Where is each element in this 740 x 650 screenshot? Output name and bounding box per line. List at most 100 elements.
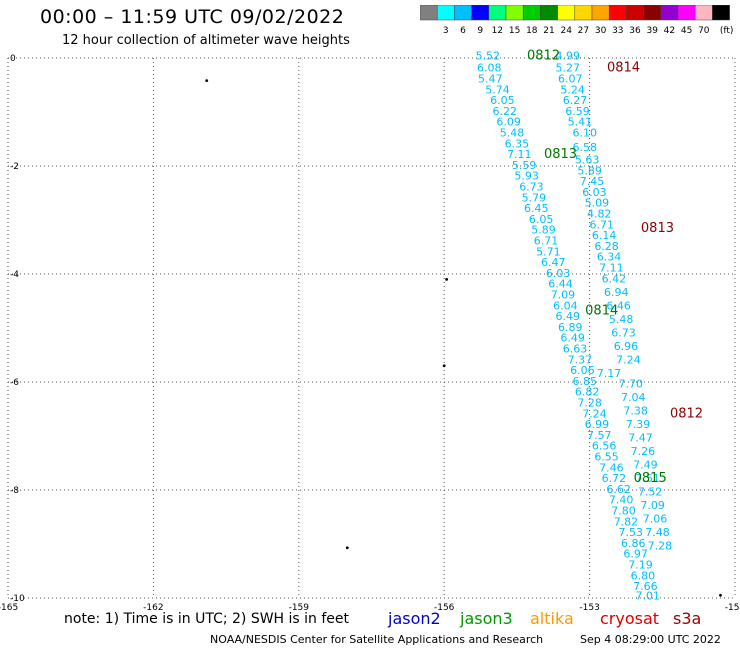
wave-height-point: 6.47 [541,256,566,269]
wave-height-point: 7.53 [619,526,644,539]
wave-height-point: 6.80 [631,569,656,582]
pass-time-label: 0813 [641,221,674,236]
wave-height-point: 7.51 [636,472,661,485]
island-marker [205,79,209,83]
color-scale-unit: (ft) [720,26,734,36]
wave-height-point: 7.38 [623,405,648,418]
wave-height-point: 6.35 [505,137,530,150]
chart-subtitle: 12 hour collection of altimeter wave hei… [62,33,350,48]
wave-height-point: 7.04 [621,391,646,404]
color-scale-label: 70 [698,26,710,36]
wave-height-point: 5.41 [568,116,593,129]
wave-height-point: 7.06 [643,513,668,526]
legend-jason3: jason3 [460,609,513,628]
wave-height-point: 6.49 [560,332,585,345]
y-tick-label: -8 [10,486,19,496]
wave-height-point: 7.46 [599,461,624,474]
wave-height-point: 7.40 [609,494,634,507]
wave-height-point: 7.11 [599,262,624,275]
color-scale-legend: 3 6 9 12 15 18 21 24 27 30 33 36 39 42 45 70 (ft) [420,5,734,36]
legend-cryosat: cryosat [600,609,660,628]
wave-height-point: 7.17 [597,367,622,380]
wave-height-point: 7.01 [636,589,661,602]
wave-height-point: 5.79 [522,191,547,204]
wave-height-point: 5.74 [485,83,510,96]
wave-height-point: 7.19 [628,559,653,572]
wave-height-point: 6.27 [563,94,588,107]
wave-height-point: 6.71 [534,235,559,248]
wave-height-point: 7.66 [633,580,658,593]
wave-height-point: 5.47 [478,73,503,86]
wave-height-point: 7.24 [616,353,641,366]
y-tick-label: -10 [10,594,25,604]
wave-height-point: 5.71 [536,245,561,258]
pass-time-label: 0813 [544,147,577,162]
color-scale-label: 42 [664,26,675,36]
island-marker [442,364,446,368]
pass-time-label: 0814 [585,304,618,319]
wave-height-point: 7.48 [645,526,670,539]
island-marker [719,593,722,597]
wave-height-point: 7.47 [628,432,653,445]
x-tick-label: -162 [143,603,163,613]
wave-height-point: 7.49 [633,459,658,472]
wave-height-point: 6.46 [606,299,631,312]
wave-height-point: 7.57 [587,429,612,442]
wave-height-point: 7.09 [640,499,665,512]
wave-height-point: 6.44 [548,278,573,291]
wave-height-point: 6.09 [496,116,521,129]
wave-height-point: 7.82 [614,515,639,528]
wave-height-point: 6.63 [563,343,588,356]
wave-height-point: 5.59 [512,159,537,172]
wave-height-point: 6.89 [558,321,583,334]
color-scale-label: 12 [492,26,503,36]
wave-height-point: 6.42 [602,272,627,285]
wave-height-point: 6.03 [546,267,571,280]
legend-altika: altika [530,609,574,628]
pass-time-label: 0814 [607,61,640,76]
wave-height-point: 6.96 [614,340,639,353]
wave-height-point: 6.55 [594,451,619,464]
wave-height-point: 6.07 [558,73,583,86]
wave-height-point: 5.48 [609,313,634,326]
x-tick-label: -156 [434,603,455,613]
pass-time-label: 0812 [670,406,703,421]
color-scale-label: 6 [460,26,466,36]
wave-height-point: 7.70 [619,378,644,391]
color-scale-label: 33 [612,26,623,36]
x-tick-label: -150 [725,603,740,613]
wave-height-point: 6.72 [602,472,627,485]
y-tick-label: 0 [10,54,16,64]
wave-height-point: 6.62 [606,483,631,496]
color-scale-label: 15 [509,26,520,36]
color-scale-label: 30 [595,26,607,36]
wave-height-point: 6.59 [565,105,590,118]
wave-height-point: 6.05 [490,94,515,107]
color-scale-label: 18 [526,26,538,36]
wave-height-point: 5.89 [531,224,556,237]
y-tick-label: -2 [10,162,19,172]
wave-height-point: 6.73 [519,181,544,194]
wave-height-point: 6.05 [529,213,554,226]
wave-height-point: 6.06 [570,364,595,377]
wave-height-point: 6.94 [604,286,629,299]
wave-height-point: 7.28 [648,540,673,553]
wave-height-point: 6.97 [623,548,648,561]
wave-height-point: 7.39 [626,418,651,431]
wave-height-point: 6.56 [592,440,617,453]
generated-timestamp: Sep 4 08:29:00 UTC 2022 [580,633,721,646]
wave-height-point: 7.28 [577,397,602,410]
wave-height-point: 6.03 [582,186,607,199]
wave-height-point: 7.09 [551,289,576,302]
wave-height-point: 5.89 [577,164,602,177]
y-tick-label: -4 [10,270,19,280]
wave-height-point: 7.45 [580,175,605,188]
units-note: note: 1) Time is in UTC; 2) SWH is in fe… [64,611,350,627]
wave-height-point: 7.11 [507,148,532,161]
wave-height-point: 5.09 [585,197,610,210]
y-tick-label: -6 [10,378,19,388]
wave-height-point: 7.26 [631,445,656,458]
x-tick-label: -153 [579,603,599,613]
credit-line: NOAA/NESDIS Center for Satellite Applica… [210,633,544,646]
wave-height-point: 6.85 [573,375,598,388]
